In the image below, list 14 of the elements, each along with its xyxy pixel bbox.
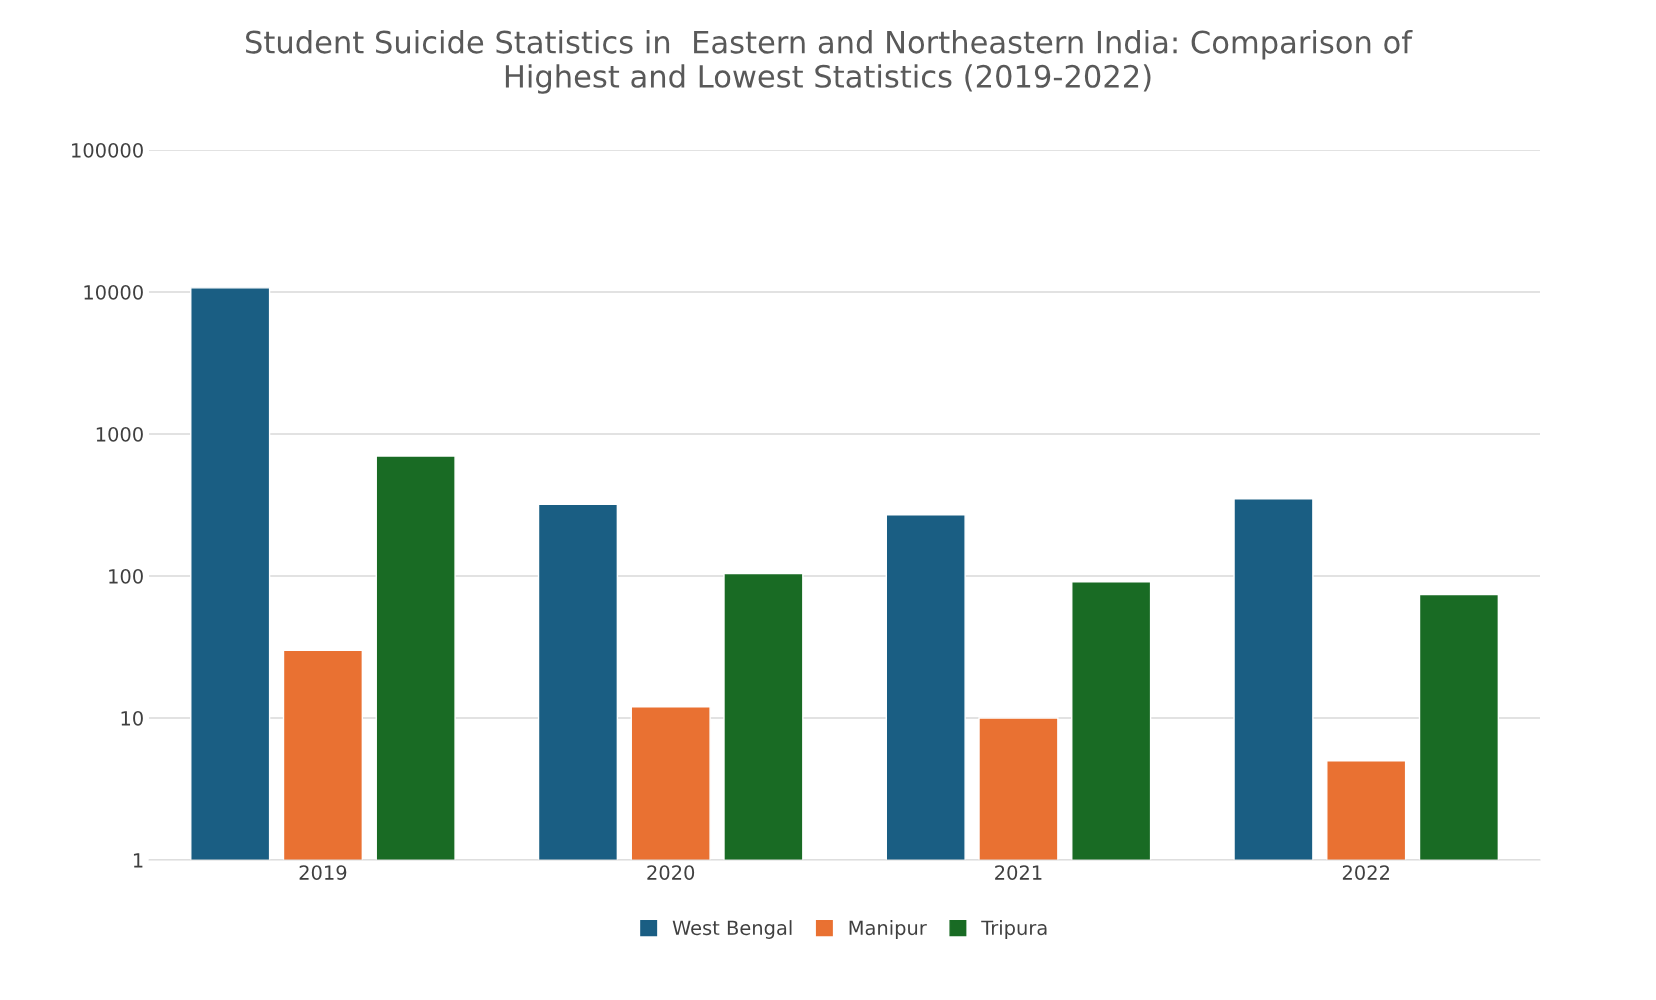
legend-label: Tripura bbox=[981, 920, 1047, 939]
x-tick-label: 2021 bbox=[995, 865, 1042, 880]
x-tick-label: 2022 bbox=[1342, 865, 1389, 880]
y-tick-label: 1000 bbox=[96, 426, 143, 442]
y-tick-label: 100000 bbox=[72, 142, 143, 158]
legend-label: West Bengal bbox=[672, 920, 792, 939]
y-tick-label: 10 bbox=[121, 710, 143, 726]
x-tick-label: 2020 bbox=[647, 865, 695, 880]
y-tick-label: 100 bbox=[109, 568, 143, 584]
y-tick-label: 10000 bbox=[84, 284, 143, 300]
legend-label: Manipur bbox=[849, 920, 927, 939]
x-tick-label: 2019 bbox=[299, 865, 347, 880]
y-tick-label: 1 bbox=[133, 853, 143, 868]
chart-title: Student Suicide Statistics in Eastern and Northeastern India: Comparison of Highest and Lowest Statistics (2019-2022) bbox=[246, 30, 1413, 94]
